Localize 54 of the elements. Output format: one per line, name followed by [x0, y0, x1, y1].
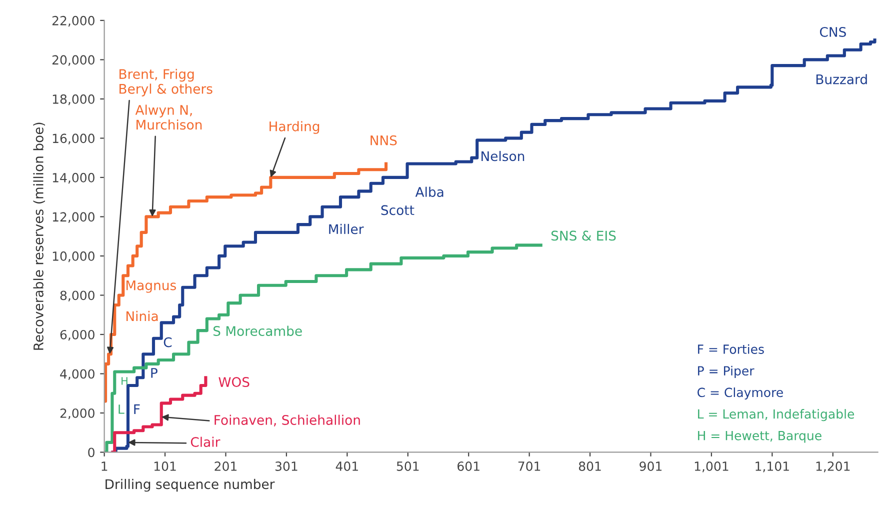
- annotation: C = Claymore: [698, 387, 783, 400]
- y-tick-label: 14,000: [52, 172, 94, 184]
- x-tick-label: 201: [214, 461, 237, 471]
- annotation: P: [151, 368, 158, 378]
- series-label: WOS: [218, 377, 250, 388]
- x-tick-label: 801: [578, 461, 601, 471]
- annotation: S Morecambe: [213, 326, 302, 336]
- annotation: L = Leman, Indefatigable: [698, 409, 854, 422]
- annotation: F: [134, 404, 140, 414]
- x-tick-label: 301: [275, 461, 298, 471]
- x-tick-label: 101: [154, 461, 176, 471]
- x-axis-title: Drilling sequence number: [106, 478, 275, 492]
- y-tick-label: 4,000: [60, 369, 94, 380]
- series-label: NNS: [370, 135, 397, 146]
- x-tick-label: 1: [102, 462, 108, 471]
- series-label: SNS & EIS: [551, 230, 616, 241]
- annotation: L: [118, 404, 124, 414]
- annotation: Alwyn N, Murchison: [135, 104, 202, 130]
- annotation: Nelson: [482, 150, 524, 162]
- y-tick-label: 2,000: [60, 408, 94, 420]
- annotation: Buzzard: [816, 74, 867, 84]
- series-label: CNS: [820, 26, 846, 37]
- x-tick-label: 601: [458, 461, 480, 471]
- annotation: F = Forties: [698, 344, 764, 354]
- y-tick-label: 6,000: [60, 330, 94, 341]
- annotation: Alba: [415, 186, 444, 197]
- annotation: Clair: [190, 436, 220, 447]
- annotation: Scott: [381, 205, 414, 216]
- y-tick-label: 12,000: [52, 212, 94, 223]
- annotation: C: [164, 337, 172, 348]
- y-tick-label: 20,000: [52, 55, 94, 66]
- x-tick-label: 401: [336, 461, 358, 471]
- annotation: Harding: [270, 121, 320, 134]
- y-tick-label: 10,000: [52, 251, 94, 262]
- annotation: P = Piper: [698, 366, 754, 378]
- x-tick-label: 501: [396, 461, 419, 471]
- annotation: Foinaven, Schiehallion: [214, 414, 360, 426]
- annotation: H: [122, 377, 128, 385]
- y-tick-label: 16,000: [52, 134, 94, 144]
- x-tick-label: 1,201: [816, 461, 850, 472]
- y-tick-label: 0: [88, 448, 94, 458]
- x-tick-label: 1,101: [756, 461, 789, 472]
- y-tick-label: 18,000: [52, 94, 94, 106]
- annotation: Ninia: [126, 310, 158, 322]
- annotation: H = Hewett, Barque: [698, 431, 822, 443]
- x-tick-label: 701: [518, 461, 540, 471]
- y-axis-title: Recoverable reserves (million boe): [33, 122, 45, 350]
- y-tick-label: 22,000: [52, 16, 94, 27]
- x-tick-label: 901: [640, 461, 662, 471]
- y-tick-label: 8,000: [60, 290, 94, 302]
- annotation: Magnus: [126, 280, 176, 293]
- annotation: Miller: [329, 224, 364, 234]
- annotation: Brent, Frigg Beryl & others: [120, 68, 212, 96]
- x-tick-label: 1,001: [694, 461, 728, 472]
